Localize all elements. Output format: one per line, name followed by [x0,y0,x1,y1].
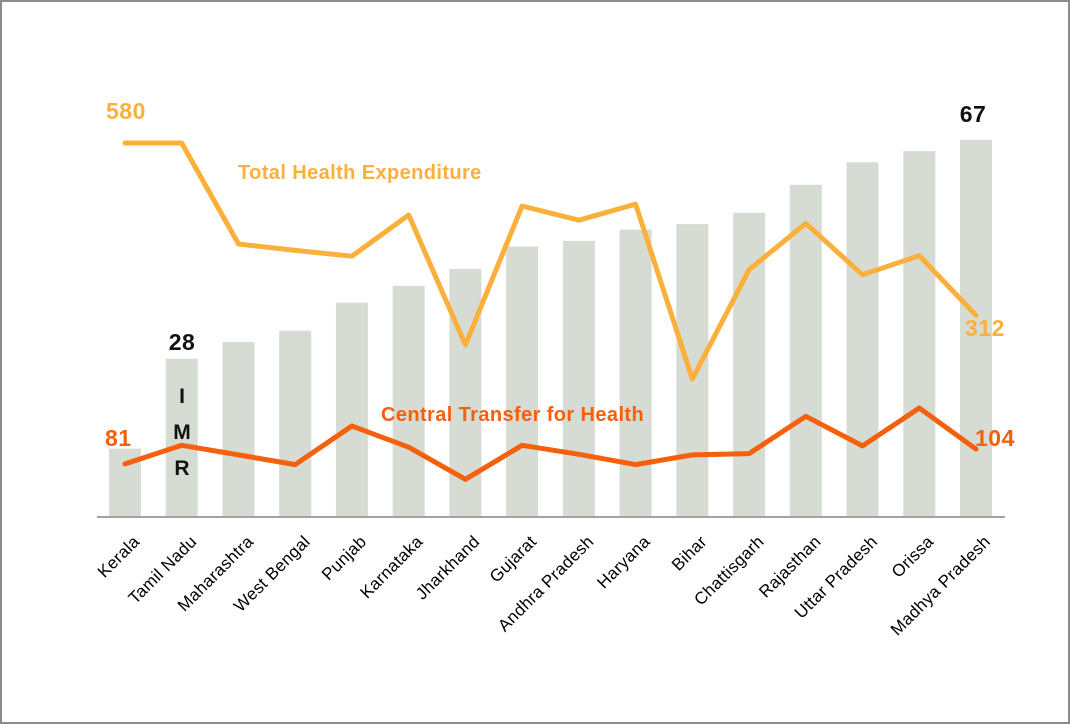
central-transfer-line [122,405,979,482]
value-label-imr-tamil-nadu: 28 [168,329,196,355]
bar-haryana [619,229,652,516]
bar-karnataka [392,285,425,516]
bar-uttar-pradesh [846,162,879,517]
bar-rajasthan [789,184,822,517]
bar-maharashtra [222,342,255,516]
bar-punjab [335,302,368,516]
value-label-expenditure-start: 580 [106,98,146,124]
bar-bihar [676,224,709,516]
value-label-transfer-start: 81 [105,425,132,451]
value-label-transfer-end: 104 [975,425,1015,451]
bar-orissa [903,151,936,516]
imr-bar-series-label: IMR [170,385,194,493]
bar-tamil-nadu [165,358,198,516]
total-health-expenditure-line [122,140,979,382]
bar-madhya-pradesh [960,139,992,517]
expenditure-series-label: Total Health Expenditure [238,162,482,184]
bar-west-bengal [279,330,312,516]
bar-gujarat [506,246,539,516]
value-label-imr-madhya-pradesh: 67 [959,101,987,127]
transfer-series-label: Central Transfer for Health [381,404,645,426]
imr-bars [109,139,992,517]
value-label-expenditure-end: 312 [965,315,1005,341]
bar-andhra-pradesh [562,240,595,516]
